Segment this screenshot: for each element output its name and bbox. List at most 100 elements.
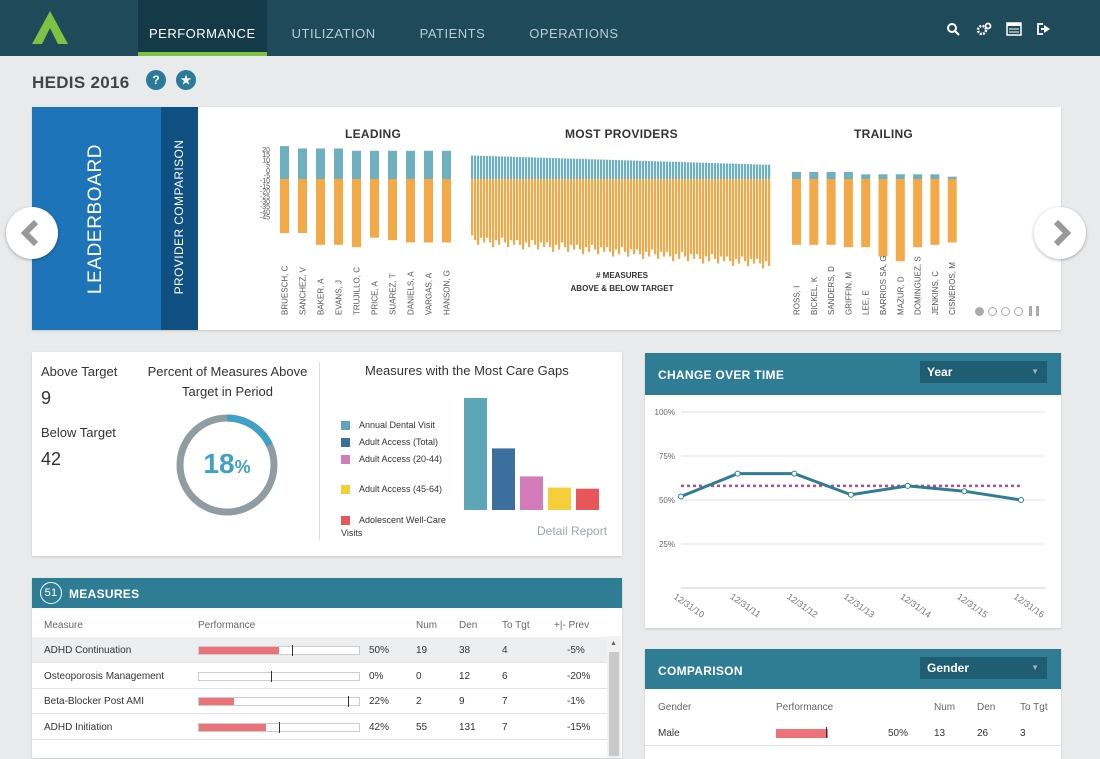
mid-above-bar: [762, 164, 765, 179]
scrollbar[interactable]: ▲: [607, 636, 621, 758]
mid-above-bar: [570, 158, 573, 179]
above-target-label: Above Target: [41, 364, 118, 379]
mid-above-bar: [729, 163, 732, 179]
favorite-button[interactable]: ★: [176, 70, 196, 90]
nav-patients[interactable]: PATIENTS: [419, 26, 486, 41]
nav-performance[interactable]: PERFORMANCE: [138, 0, 267, 56]
mid-below-bar: [483, 179, 486, 243]
legend-swatch: [341, 438, 350, 447]
carousel-dot-1[interactable]: [975, 306, 984, 316]
y-tick-label: 50%: [659, 496, 675, 505]
mid-above-bar: [639, 160, 642, 179]
col-to-tgt[interactable]: To Tgt: [502, 620, 530, 631]
mid-above-bar: [477, 155, 480, 179]
pause-icon[interactable]: [1029, 306, 1039, 316]
col-num[interactable]: Num: [416, 620, 438, 631]
table-row[interactable]: ADHD Initiation 42% 55 131 7 -15%: [32, 714, 607, 740]
table-row[interactable]: Osteoporosis Management 0% 0 12 6 -20%: [32, 663, 607, 689]
col-den[interactable]: Den: [459, 620, 478, 631]
carousel-dot-4[interactable]: [1014, 306, 1023, 316]
mid-below-bar: [699, 179, 702, 259]
mid-above-bar: [519, 157, 522, 179]
mid-below-bar: [681, 179, 684, 252]
care-gap-bar: [464, 398, 487, 510]
mid-below-bar: [573, 179, 576, 250]
series-point: [848, 491, 854, 498]
mid-above-bar: [699, 162, 702, 179]
x-tick-label: 12/31/12: [785, 591, 819, 619]
trailing-above-bar: [895, 174, 905, 179]
logout-icon[interactable]: [1036, 22, 1052, 36]
period-select[interactable]: Year ▼: [920, 361, 1047, 383]
cmp-col-performance[interactable]: Performance: [776, 702, 834, 713]
nav-operations[interactable]: OPERATIONS: [529, 26, 619, 41]
cmp-col-den[interactable]: Den: [977, 702, 996, 713]
mid-above-bar: [579, 158, 582, 179]
y-tick-label: -15: [260, 183, 270, 190]
trailing-above-bar: [792, 171, 801, 179]
mid-above-bar: [738, 163, 741, 179]
mid-above-bar: [591, 159, 594, 179]
group-select[interactable]: Gender ▼: [920, 657, 1047, 679]
cmp-col-num[interactable]: Num: [934, 702, 956, 713]
y-tick-label: -25: [260, 194, 270, 201]
detail-report-link[interactable]: Detail Report: [537, 524, 608, 538]
trailing-above-bar: [861, 174, 871, 179]
trailing-title: TRAILING: [854, 127, 914, 141]
leading-above-bar: [352, 150, 361, 179]
help-button[interactable]: ?: [146, 70, 166, 90]
top-bar: PERFORMANCE UTILIZATION PATIENTS OPERATI…: [0, 0, 1100, 56]
mid-above-bar: [504, 156, 507, 179]
col-prev[interactable]: +|- Prev: [554, 620, 590, 631]
cmp-col-gender[interactable]: Gender: [658, 702, 692, 713]
legend-swatch: [341, 485, 350, 494]
trailing-above-bar: [809, 171, 819, 179]
trailing-provider-label: ROSS, I: [793, 286, 802, 315]
trailing-provider-label: GRIFFIN, M: [844, 272, 853, 315]
mid-above-bar: [633, 160, 636, 179]
mid-below-bar: [501, 179, 504, 238]
series-point: [904, 482, 911, 489]
mid-below-bar: [516, 179, 519, 241]
y-tick-label: -20: [260, 189, 270, 196]
mid-above-bar: [558, 158, 561, 179]
y-tick-label: 75%: [659, 452, 675, 461]
carousel-dot-3[interactable]: [1001, 306, 1010, 316]
leading-below-bar: [442, 179, 451, 243]
trailing-above-bar: [947, 176, 957, 179]
cmp-col-to-tgt[interactable]: To Tgt: [1020, 702, 1048, 713]
window-icon[interactable]: [1006, 22, 1022, 36]
series-point: [734, 470, 741, 477]
col-measure[interactable]: Measure: [44, 620, 83, 631]
measures-count: 51: [40, 582, 62, 604]
settings-icon[interactable]: [976, 22, 992, 36]
mid-above-bar: [507, 156, 510, 179]
leading-provider-label: SUAREZ, T: [389, 273, 398, 315]
carousel-dot-2[interactable]: [988, 306, 997, 316]
mid-above-bar: [498, 156, 501, 179]
table-row[interactable]: Beta-Blocker Post AMI 22% 2 9 7 -1%: [32, 688, 607, 714]
mid-above-bar: [624, 160, 627, 179]
leading-below-bar: [334, 179, 343, 245]
leading-provider-label: DANIELS, A: [407, 271, 416, 315]
mid-below-bar: [585, 179, 588, 248]
next-arrow-button[interactable]: [1034, 207, 1086, 259]
mid-above-bar: [648, 161, 651, 179]
table-row[interactable]: Male 50% 13 26 3: [645, 720, 1061, 746]
den-value: 38: [459, 645, 471, 656]
table-row[interactable]: ADHD Continuation 50% 19 38 4 -5%: [32, 637, 607, 663]
nav-utilization[interactable]: UTILIZATION: [291, 26, 376, 41]
leading-above-bar: [316, 148, 325, 179]
leading-provider-label: VARGAS, A: [425, 272, 434, 315]
search-icon[interactable]: [946, 22, 962, 36]
care-gaps-chart: [464, 398, 599, 510]
col-performance[interactable]: Performance: [198, 620, 256, 631]
mid-below-bar: [762, 179, 765, 269]
mid-above-bar: [747, 164, 750, 179]
mid-above-bar: [732, 163, 735, 179]
mid-below-bar: [765, 179, 768, 262]
trailing-provider-label: MAZUR, D: [896, 276, 905, 315]
scrollbar-thumb[interactable]: [609, 652, 619, 756]
prev-arrow-button[interactable]: [6, 207, 58, 259]
